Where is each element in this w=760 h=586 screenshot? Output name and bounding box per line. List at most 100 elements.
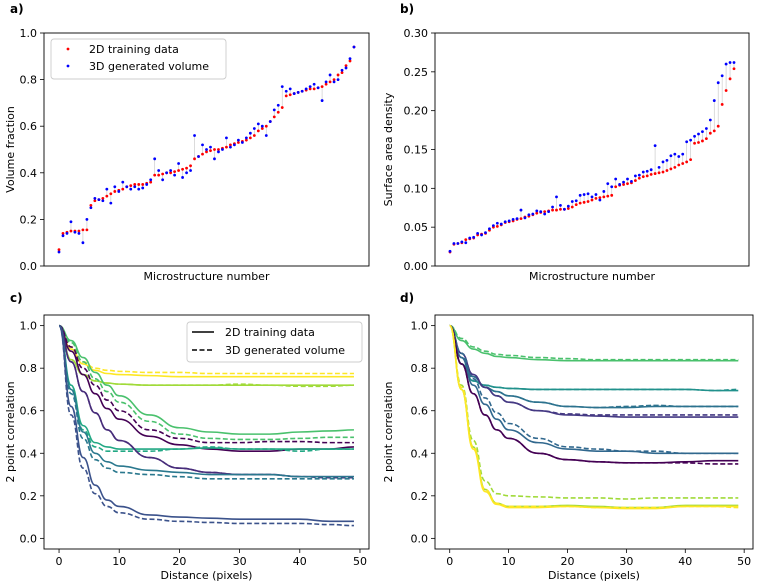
point-3d-generated: [312, 82, 316, 86]
point-3d-generated: [304, 87, 308, 91]
point-3d-generated: [153, 157, 157, 161]
point-3d-generated: [630, 179, 633, 183]
point-3d-generated: [472, 235, 476, 239]
series-line-2d-training: [58, 324, 354, 478]
point-3d-generated: [598, 198, 602, 202]
point-2d-training: [645, 174, 649, 178]
x-axis-label: Microstructure number: [144, 270, 270, 283]
point-2d-training: [284, 94, 288, 98]
panel-a: a) 0.0 0.2 0.4 0.6 0.8 1.0 Microstructure numbe…: [4, 2, 370, 283]
point-3d-generated: [157, 169, 161, 172]
point-2d-training: [681, 162, 685, 165]
point-3d-generated: [531, 212, 535, 216]
point-3d-generated: [586, 192, 590, 196]
y-tick-label: 0.6: [411, 405, 429, 418]
series-line-3d-generated: [448, 324, 739, 509]
point-2d-training: [720, 103, 724, 106]
point-3d-generated: [661, 160, 665, 164]
point-3d-generated: [653, 144, 657, 148]
point-2d-training: [189, 164, 192, 168]
point-3d-generated: [248, 131, 252, 135]
legend: 2D training data 3D generated volume: [186, 321, 363, 363]
point-3d-generated: [149, 178, 153, 182]
point-3d-generated: [181, 176, 184, 179]
point-3d-generated: [724, 62, 728, 66]
point-2d-training: [276, 110, 280, 114]
point-3d-generated: [460, 240, 464, 244]
point-3d-generated: [117, 190, 121, 193]
point-3d-generated: [464, 241, 468, 245]
series-line-2d-training: [58, 324, 354, 450]
series-line-3d-generated: [58, 324, 354, 480]
point-2d-training: [177, 169, 180, 172]
point-2d-training: [161, 172, 165, 176]
point-3d-generated: [308, 85, 312, 88]
series-line-2d-training: [58, 324, 354, 435]
point-2d-training: [236, 141, 240, 144]
legend-label-3d: 3D generated volume: [89, 60, 209, 73]
panel-b: b) 0.00 0.05 0.10 0.15 0.20 0.25 0.30 Microstruc…: [382, 2, 750, 283]
point-3d-generated: [448, 249, 452, 253]
point-2d-training: [626, 182, 629, 186]
point-3d-generated: [233, 143, 236, 147]
series-line-2d-training: [448, 324, 739, 392]
point-3d-generated: [324, 80, 328, 84]
point-2d-training: [693, 141, 696, 145]
point-3d-generated: [708, 118, 712, 122]
y-tick-label: 0.2: [20, 213, 38, 226]
point-3d-generated: [622, 180, 625, 184]
x-tick-label: 20: [172, 555, 186, 568]
point-3d-generated: [340, 68, 344, 72]
point-3d-generated: [491, 224, 495, 228]
series-line-2d-training: [449, 324, 739, 362]
point-3d-generated: [649, 168, 653, 172]
point-2d-training: [344, 64, 348, 68]
panel-label: d): [400, 291, 414, 305]
x-tick-label: 50: [353, 555, 367, 568]
series-line-3d-generated: [449, 324, 739, 409]
point-3d-generated: [189, 169, 192, 172]
point-2d-training: [109, 192, 113, 196]
series-line-2d-training: [58, 324, 354, 523]
point-3d-generated: [578, 193, 582, 197]
point-3d-generated: [185, 171, 188, 175]
point-3d-generated: [276, 103, 280, 107]
point-2d-training: [141, 183, 145, 186]
x-tick-label: 50: [737, 555, 751, 568]
point-2d-training: [101, 197, 105, 200]
point-3d-generated: [264, 134, 268, 137]
point-2d-training: [566, 207, 570, 210]
point-3d-generated: [543, 212, 547, 216]
point-3d-generated: [519, 208, 523, 212]
point-2d-training: [578, 201, 582, 205]
point-2d-training: [89, 204, 93, 207]
point-3d-generated: [606, 182, 610, 186]
point-3d-generated: [681, 152, 685, 156]
point-3d-generated: [507, 219, 511, 223]
point-3d-generated: [602, 190, 606, 193]
point-3d-generated: [665, 158, 669, 162]
legend-marker-3d: [66, 64, 70, 68]
point-3d-generated: [217, 150, 220, 154]
point-3d-generated: [610, 185, 614, 189]
axes-frame: [43, 32, 370, 267]
series-line-3d-generated: [448, 324, 739, 465]
point-3d-generated: [701, 130, 704, 134]
point-3d-generated: [720, 74, 724, 78]
y-tick-label: 1.0: [20, 320, 38, 333]
point-2d-training: [280, 106, 284, 109]
point-2d-training: [129, 184, 133, 188]
x-axis-label: Microstructure number: [529, 270, 655, 283]
point-3d-generated: [280, 85, 284, 88]
plot-area: [448, 324, 739, 510]
point-3d-generated: [225, 136, 228, 140]
point-3d-generated: [566, 204, 570, 208]
point-3d-generated: [133, 185, 137, 189]
point-2d-training: [244, 138, 248, 142]
point-3d-generated: [732, 61, 736, 64]
point-3d-generated: [582, 193, 586, 196]
point-3d-generated: [641, 170, 645, 174]
point-2d-training: [570, 205, 574, 209]
point-3d-generated: [320, 99, 324, 102]
point-2d-training: [137, 183, 141, 186]
